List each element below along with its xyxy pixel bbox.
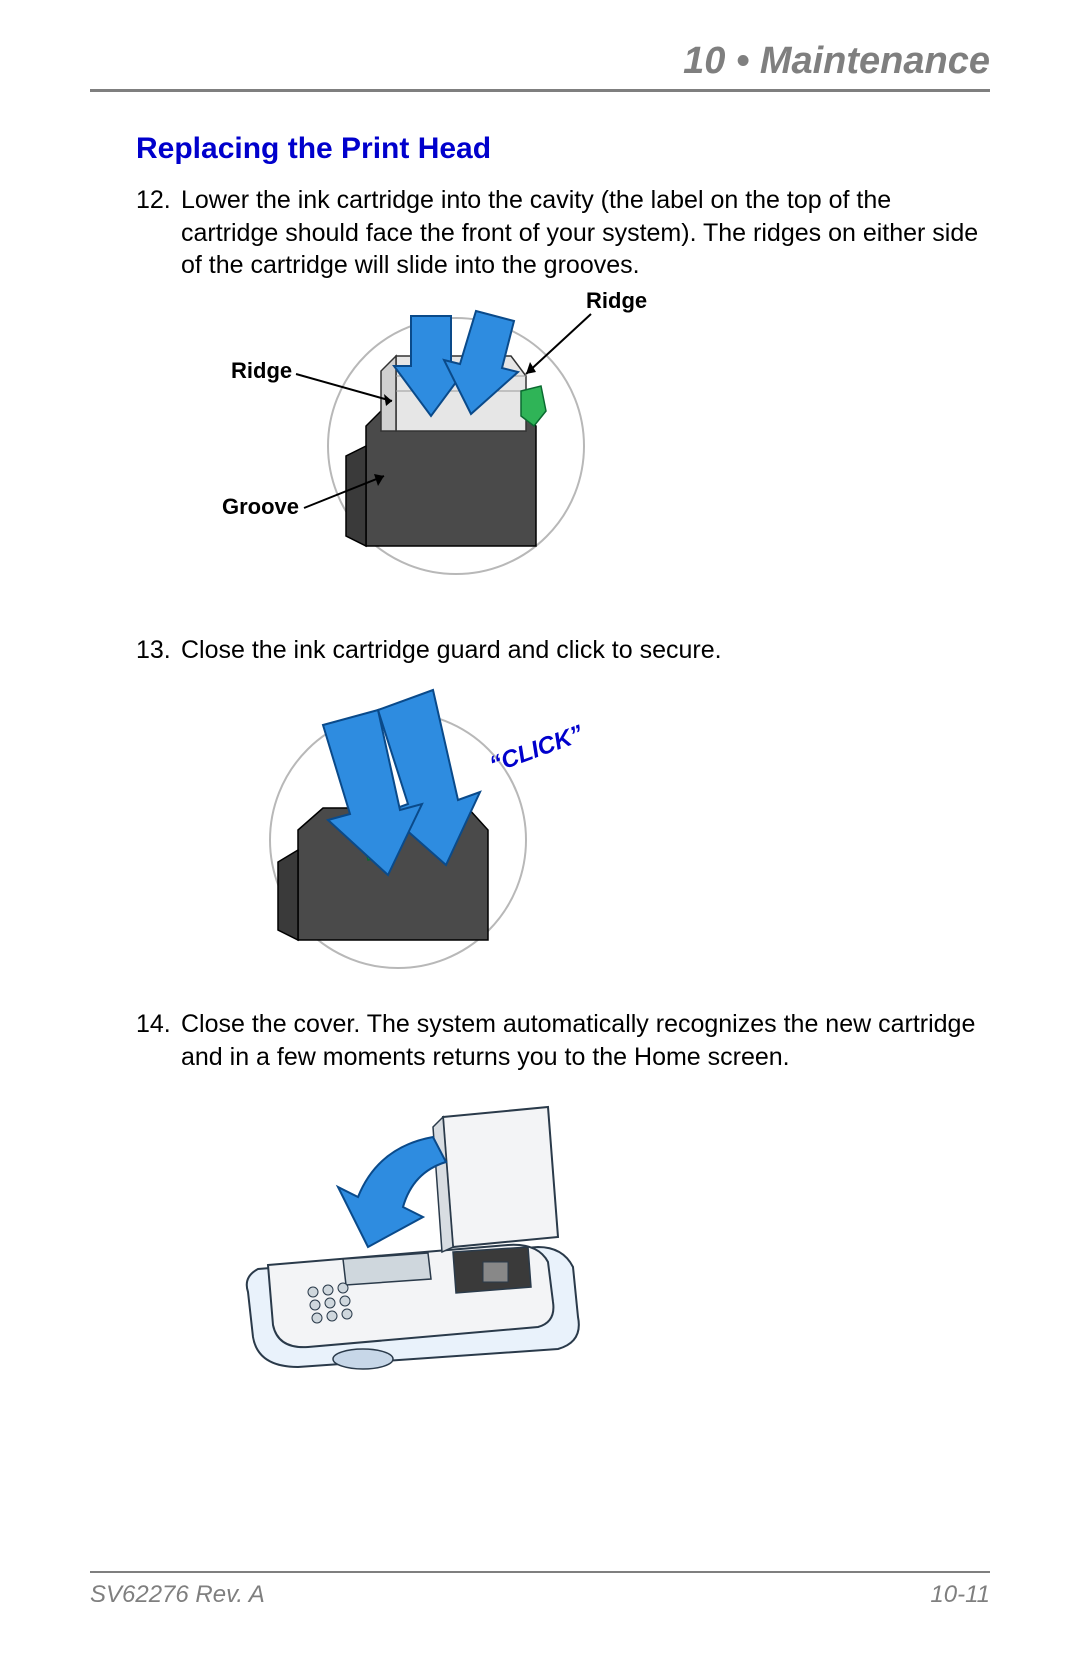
figure-click-secure: “CLICK” xyxy=(228,680,990,980)
chapter-header: 10 • Maintenance xyxy=(90,40,990,92)
cartridge-insert-illustration xyxy=(196,296,716,606)
doc-id: SV62276 Rev. A xyxy=(90,1581,265,1609)
step-13: 13. Close the ink cartridge guard and cl… xyxy=(136,634,990,667)
step-number: 12. xyxy=(136,184,181,282)
figure-close-cover xyxy=(228,1087,990,1387)
step-14: 14. Close the cover. The system automati… xyxy=(136,1008,990,1073)
step-12: 12. Lower the ink cartridge into the cav… xyxy=(136,184,990,282)
document-page: 10 • Maintenance Replacing the Print Hea… xyxy=(0,0,1080,1669)
steps-container: 12. Lower the ink cartridge into the cav… xyxy=(136,184,990,1387)
page-footer: SV62276 Rev. A 10-11 xyxy=(90,1571,990,1609)
chapter-number: 10 xyxy=(683,40,725,82)
callout-ridge-left: Ridge xyxy=(231,358,292,384)
callout-groove: Groove xyxy=(222,494,299,520)
page-number: 10-11 xyxy=(930,1581,990,1609)
chapter-title: Maintenance xyxy=(760,40,990,82)
step-text: Lower the ink cartridge into the cavity … xyxy=(181,184,990,282)
callout-ridge-right: Ridge xyxy=(586,288,647,314)
step-number: 13. xyxy=(136,634,181,667)
section-title: Replacing the Print Head xyxy=(136,132,990,166)
step-number: 14. xyxy=(136,1008,181,1073)
step-text: Close the cover. The system automaticall… xyxy=(181,1008,990,1073)
step-text: Close the ink cartridge guard and click … xyxy=(181,634,722,667)
close-cover-illustration xyxy=(228,1087,648,1387)
figure-cartridge-insert: Ridge Ridge Groove xyxy=(196,296,990,606)
bullet: • xyxy=(736,40,749,82)
